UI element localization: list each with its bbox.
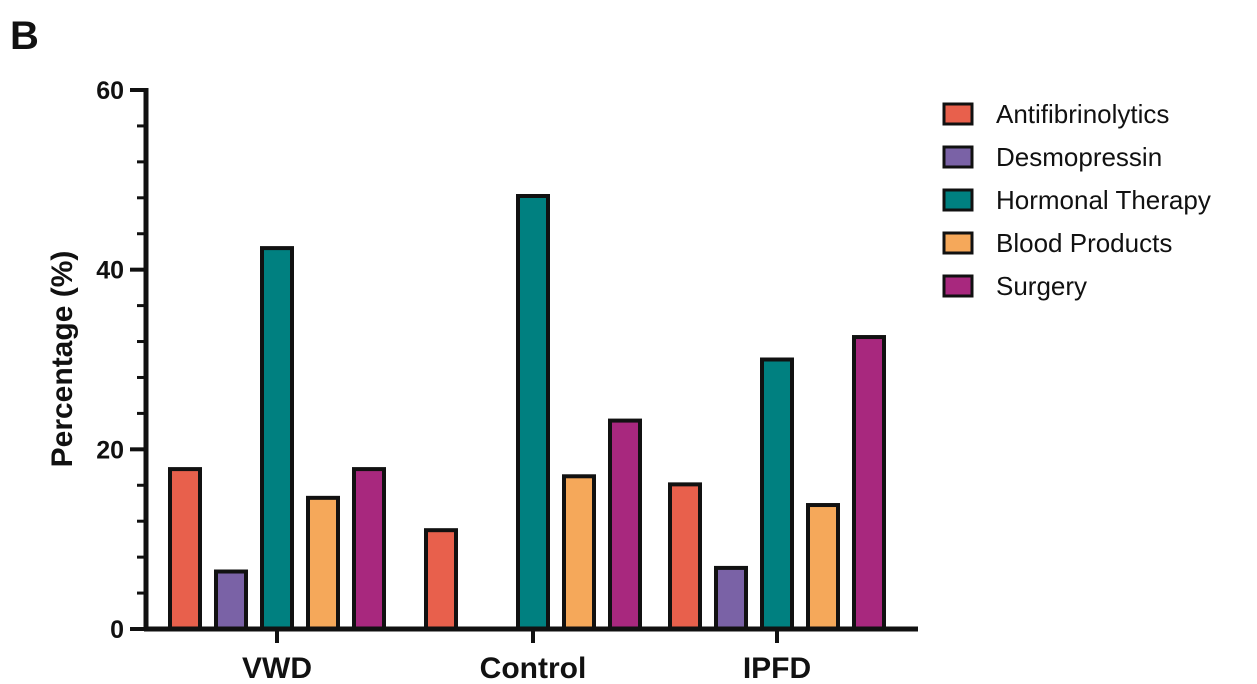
legend-label: Blood Products	[996, 228, 1172, 258]
x-category-label: VWD	[242, 652, 312, 684]
y-axis-title: Percentage (%)	[46, 251, 79, 468]
legend-swatch-desmopressin	[942, 145, 974, 169]
bar-hormonal-therapy-vwd	[260, 246, 294, 632]
x-category-label: Control	[480, 652, 587, 684]
legend-label: Desmopressin	[996, 142, 1162, 172]
bar-surgery-ipfd	[852, 335, 886, 631]
bar-hormonal-therapy-control	[516, 194, 550, 631]
legend-swatch-surgery	[942, 274, 974, 298]
legend-swatch-antifibrinolytics	[942, 102, 974, 126]
legend-label: Antifibrinolytics	[996, 99, 1169, 129]
legend-swatch-hormonal-therapy	[942, 188, 974, 212]
bar-surgery-control	[608, 418, 642, 631]
bar-hormonal-therapy-ipfd	[760, 357, 794, 631]
bar-desmopressin-ipfd	[714, 565, 748, 631]
legend-label: Hormonal Therapy	[996, 185, 1211, 215]
y-tick-label: 20	[96, 436, 124, 464]
bars-group	[168, 194, 886, 632]
bar-desmopressin-vwd	[214, 569, 248, 631]
bar-blood-products-ipfd	[806, 503, 840, 631]
legend-label: Surgery	[996, 271, 1087, 301]
y-tick-label: 60	[96, 77, 124, 105]
axes-group: 0 20 40 60 VWD Control IPFD Percentage (%)	[46, 77, 918, 684]
legend-swatch-blood-products	[942, 231, 974, 255]
x-category-label: IPFD	[743, 652, 811, 684]
legend: Antifibrinolytics Desmopressin Hormonal Th…	[942, 99, 1211, 301]
bar-surgery-vwd	[352, 467, 386, 632]
bar-blood-products-control	[562, 474, 596, 631]
y-tick-label: 40	[96, 257, 124, 285]
bar-blood-products-vwd	[306, 495, 340, 631]
bar-antifibrinolytics-control	[424, 528, 458, 632]
bar-antifibrinolytics-vwd	[168, 467, 202, 632]
y-tick-label: 0	[110, 616, 124, 644]
panel-label: B	[10, 14, 39, 58]
bar-antifibrinolytics-ipfd	[668, 482, 702, 632]
